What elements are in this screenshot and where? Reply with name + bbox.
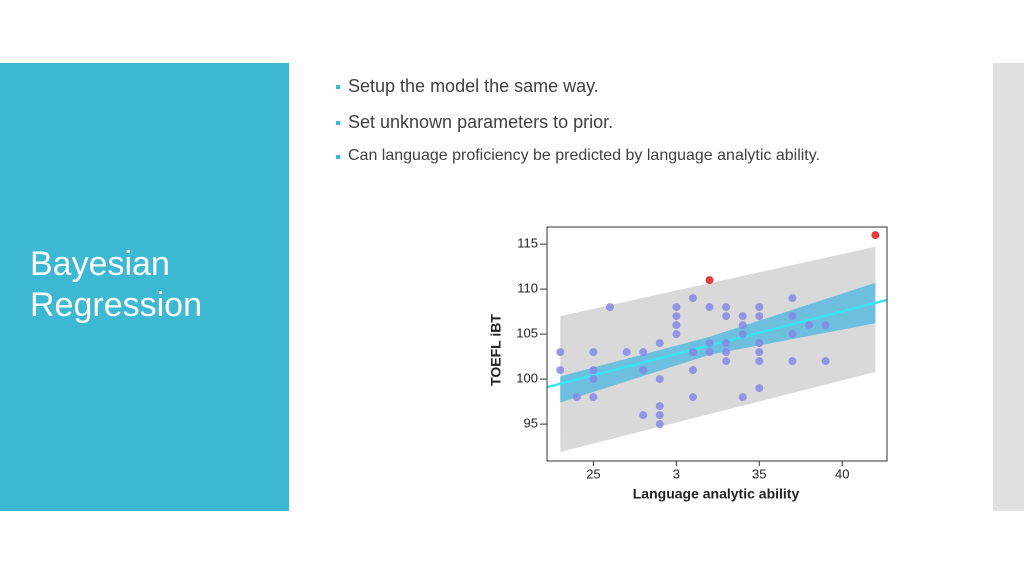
point bbox=[722, 303, 731, 312]
point bbox=[655, 420, 664, 429]
point bbox=[722, 357, 731, 366]
point bbox=[788, 357, 797, 366]
point bbox=[556, 366, 565, 375]
point bbox=[589, 393, 598, 402]
point bbox=[622, 348, 631, 357]
point bbox=[672, 330, 681, 339]
point bbox=[655, 375, 664, 384]
point bbox=[688, 366, 697, 375]
bullet-dot bbox=[336, 155, 340, 159]
point bbox=[639, 348, 648, 357]
point bbox=[738, 393, 747, 402]
x-tick-label: 3 bbox=[673, 466, 680, 481]
point bbox=[821, 357, 830, 366]
point bbox=[672, 312, 681, 321]
point bbox=[738, 321, 747, 330]
y-tick-label: 110 bbox=[517, 281, 538, 296]
x-axis-label: Language analytic ability bbox=[633, 486, 800, 502]
point bbox=[639, 366, 648, 375]
slide-title: Bayesian Regression bbox=[30, 245, 202, 324]
point bbox=[672, 303, 681, 312]
x-tick-label: 40 bbox=[835, 466, 849, 481]
point bbox=[805, 321, 814, 330]
bullet: Set unknown parameters to prior. bbox=[348, 112, 614, 132]
point bbox=[755, 312, 764, 321]
point bbox=[755, 357, 764, 366]
point bbox=[788, 294, 797, 303]
point bbox=[705, 303, 714, 312]
point bbox=[821, 321, 830, 330]
bullet-dot bbox=[336, 85, 340, 89]
point bbox=[722, 312, 731, 321]
point bbox=[639, 411, 648, 420]
point bbox=[688, 348, 697, 357]
point bbox=[788, 312, 797, 321]
point bbox=[755, 339, 764, 348]
point bbox=[655, 339, 664, 348]
point bbox=[871, 231, 880, 240]
point bbox=[722, 348, 731, 357]
point bbox=[589, 375, 598, 384]
point bbox=[738, 312, 747, 321]
point bbox=[705, 276, 714, 285]
y-tick-label: 105 bbox=[516, 326, 538, 341]
point bbox=[655, 402, 664, 411]
side-panel bbox=[0, 63, 289, 511]
x-tick-label: 35 bbox=[752, 466, 766, 481]
y-tick-label: 100 bbox=[516, 371, 538, 386]
point bbox=[672, 321, 681, 330]
point bbox=[738, 330, 747, 339]
point bbox=[572, 393, 581, 402]
point bbox=[556, 348, 565, 357]
x-tick-label: 25 bbox=[586, 466, 600, 481]
point bbox=[688, 294, 697, 303]
bullet: Setup the model the same way. bbox=[348, 76, 599, 96]
fit-line bbox=[546, 298, 888, 389]
point bbox=[589, 348, 598, 357]
scroll-strip bbox=[993, 63, 1024, 511]
point bbox=[755, 384, 764, 393]
point bbox=[705, 348, 714, 357]
point bbox=[788, 330, 797, 339]
point bbox=[755, 303, 764, 312]
point bbox=[705, 339, 714, 348]
y-tick-label: 115 bbox=[517, 236, 538, 251]
point bbox=[722, 339, 731, 348]
bullet: Can language proficiency be predicted by… bbox=[348, 147, 821, 164]
y-axis-label: TOEFL iBT bbox=[488, 314, 504, 386]
bullet-dot bbox=[336, 121, 340, 125]
point bbox=[606, 303, 615, 312]
y-tick-label: 95 bbox=[524, 416, 538, 431]
point bbox=[688, 393, 697, 402]
point bbox=[755, 348, 764, 357]
point bbox=[589, 366, 598, 375]
point bbox=[655, 411, 664, 420]
plot-frame bbox=[546, 226, 888, 462]
